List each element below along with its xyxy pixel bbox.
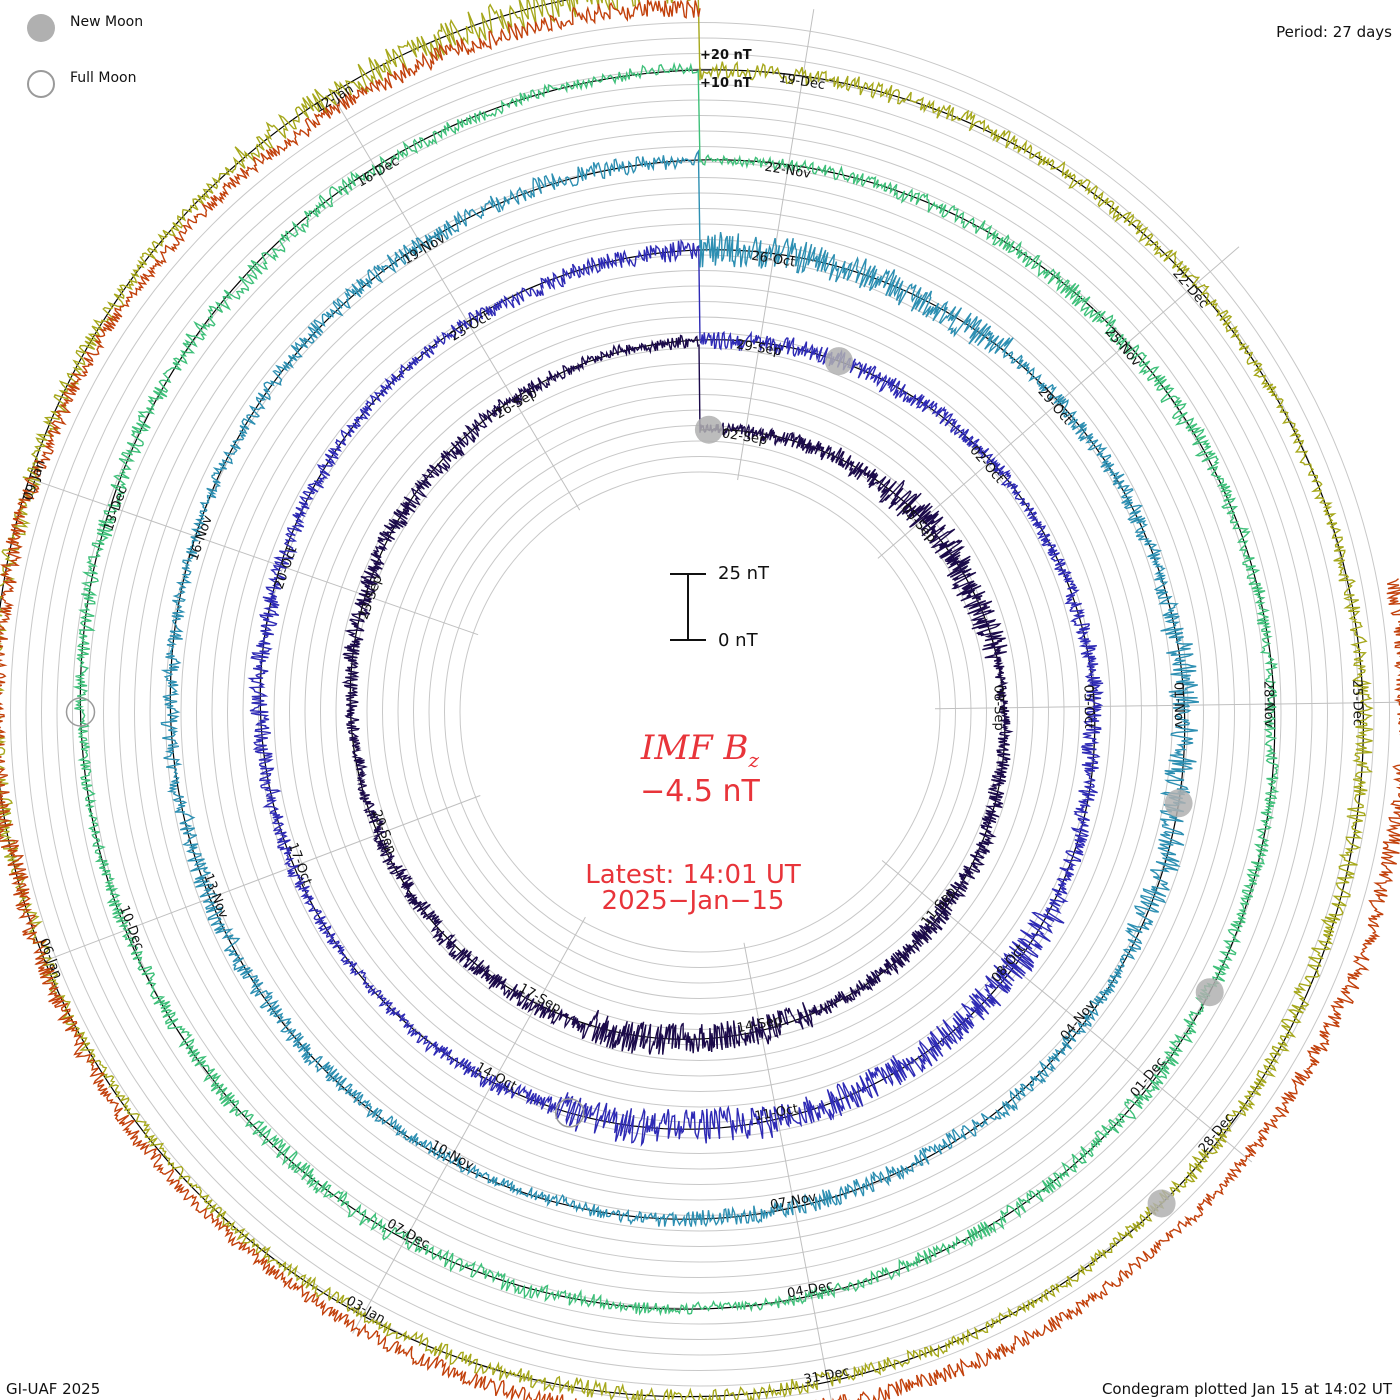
credit-label: GI-UAF 2025 [6, 1380, 101, 1398]
date-label: 13-Dec [101, 484, 130, 533]
new-moon-marker [1147, 1189, 1176, 1218]
period-label: Period: 27 days [1276, 23, 1392, 41]
day-spoke [743, 942, 832, 1400]
date-label: 25-Nov [1102, 325, 1144, 370]
title-subscript: z [748, 747, 760, 772]
grid-ring [335, 347, 1065, 1077]
date-label: 02-Sep [721, 426, 769, 448]
moon-markers [65, 347, 1224, 1218]
day-spoke [34, 795, 481, 966]
date-label: 01-Nov [1170, 682, 1186, 729]
bz-trace-rotation-1 [247, 239, 1105, 1147]
date-label: 22-Nov [763, 160, 812, 182]
title-main: IMF B [640, 728, 749, 768]
date-label: 19-Dec [778, 71, 826, 93]
new-moon-marker [1195, 978, 1224, 1007]
scale-top-label: 25 nT [718, 563, 770, 584]
bz-trace-rotation-0 [341, 334, 1014, 1055]
date-label: 25-Dec [1349, 680, 1365, 727]
date-label: 29-Sep [735, 337, 783, 359]
date-label: 26-Oct [750, 249, 796, 271]
day-spoke [27, 477, 479, 636]
ref-label-plus20: +20 nT [700, 48, 752, 63]
grid-ring [196, 208, 1204, 1216]
day-spokes [27, 9, 1400, 1400]
new-moon-legend-icon [27, 14, 55, 42]
zero-baselines [0, 0, 1365, 1398]
date-label: 31-Dec [803, 1364, 851, 1387]
date-label: 29-Oct [1034, 384, 1074, 427]
grid-ring [366, 378, 1034, 1046]
current-bz-value: −4.5 nT [640, 774, 760, 809]
grid-ring [180, 192, 1220, 1232]
date-label: 04-Nov [1058, 998, 1099, 1044]
grid-ring [273, 285, 1127, 1139]
day-spoke [934, 701, 1400, 710]
latest-time: Latest: 14:01 UT [585, 860, 801, 890]
grid-ring [41, 53, 1359, 1371]
center-title: IMF Bz [0, 728, 1400, 772]
new-moon-marker [1164, 789, 1193, 818]
zero-baseline [0, 0, 1365, 1398]
full-moon-marker [65, 697, 96, 727]
date-label: 08-Sep [990, 685, 1006, 731]
new-moon-marker [824, 347, 853, 376]
new-moon-label: New Moon [70, 14, 144, 30]
new-moon-marker [694, 415, 723, 444]
date-label: 28-Dec [1196, 1111, 1237, 1156]
full-moon-label: Full Moon [70, 70, 137, 86]
bz-trace-rotation-3 [72, 61, 1280, 1317]
date-label: 28-Nov [1260, 681, 1276, 728]
full-moon-legend-icon [27, 70, 55, 98]
full-moon-marker [554, 1098, 585, 1128]
grid-ring [25, 37, 1375, 1387]
ref-label-plus10: +10 nT [700, 76, 752, 91]
day-spoke [352, 916, 586, 1334]
plotted-note: Condegram plotted Jan 15 at 14:02 UT [1101, 1380, 1392, 1398]
date-label: 12-Jan [313, 82, 357, 116]
grid-ring [444, 456, 956, 968]
grid-ring [87, 99, 1313, 1325]
grid-ring [428, 440, 972, 984]
grid-ring [459, 471, 941, 953]
date-label: 26-Sep [493, 386, 540, 422]
grid-ring [165, 177, 1235, 1247]
date-label: 16-Dec [355, 154, 403, 191]
grid-ring [10, 22, 1390, 1400]
grid-ring [72, 84, 1328, 1340]
latest-date: 2025−Jan−15 [601, 886, 785, 916]
bz-trace-rotation-2 [160, 149, 1200, 1228]
grid-ring [211, 223, 1189, 1201]
date-label: 05-Oct [1080, 684, 1096, 728]
scale-bar [670, 573, 706, 641]
scale-bottom-label: 0 nT [718, 630, 758, 651]
date-label: 07-Nov [769, 1190, 818, 1214]
grid-ring [320, 332, 1080, 1092]
zero-baseline [349, 339, 1006, 1040]
date-label: 23-Oct [448, 309, 494, 344]
